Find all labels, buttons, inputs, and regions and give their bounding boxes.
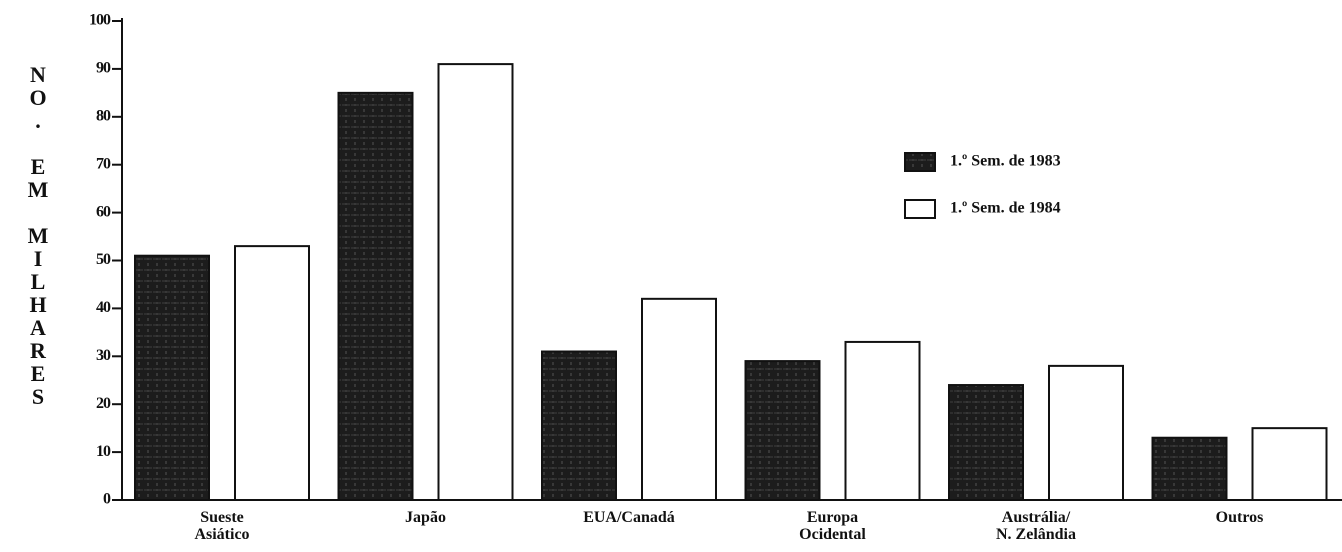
y-tick-label: 30 — [96, 347, 111, 364]
y-tick-label: 70 — [96, 155, 111, 172]
bar — [437, 63, 514, 502]
y-tick-label: 60 — [96, 203, 111, 220]
x-tick-label: Austrália/ N. Zelândia — [995, 509, 1076, 543]
bar — [1251, 427, 1328, 501]
y-tick-label: 100 — [89, 12, 111, 29]
bar — [641, 297, 717, 501]
y-axis-label: NO. EM MILHARES — [26, 62, 51, 407]
y-tick-label: 10 — [96, 443, 111, 460]
legend-label: 1.º Sem. de 1983 — [950, 153, 1061, 170]
x-tick-label: Japão — [405, 509, 446, 526]
bar — [844, 340, 921, 501]
y-tick-label: 40 — [96, 299, 111, 316]
bar — [541, 350, 617, 502]
bar — [337, 91, 414, 501]
legend-swatch — [904, 199, 936, 219]
x-tick-label: Europa Ocidental — [799, 509, 866, 543]
bar — [1151, 436, 1228, 502]
x-tick-label: EUA/Canadá — [583, 509, 675, 526]
x-tick-label: Outros — [1215, 509, 1264, 526]
legend-swatch — [904, 152, 936, 172]
bar — [1048, 364, 1124, 501]
x-tick-label: Sueste Asiático — [194, 509, 250, 543]
bar — [234, 245, 310, 501]
y-tick-label: 0 — [103, 491, 111, 508]
y-tick-label: 90 — [96, 60, 111, 77]
legend-label: 1.º Sem. de 1984 — [950, 200, 1061, 217]
bar — [948, 384, 1024, 502]
y-tick-label: 20 — [96, 395, 111, 412]
bar — [134, 254, 210, 501]
y-tick-label: 50 — [96, 251, 111, 268]
y-tick-label: 80 — [96, 107, 111, 124]
bar — [744, 360, 821, 501]
